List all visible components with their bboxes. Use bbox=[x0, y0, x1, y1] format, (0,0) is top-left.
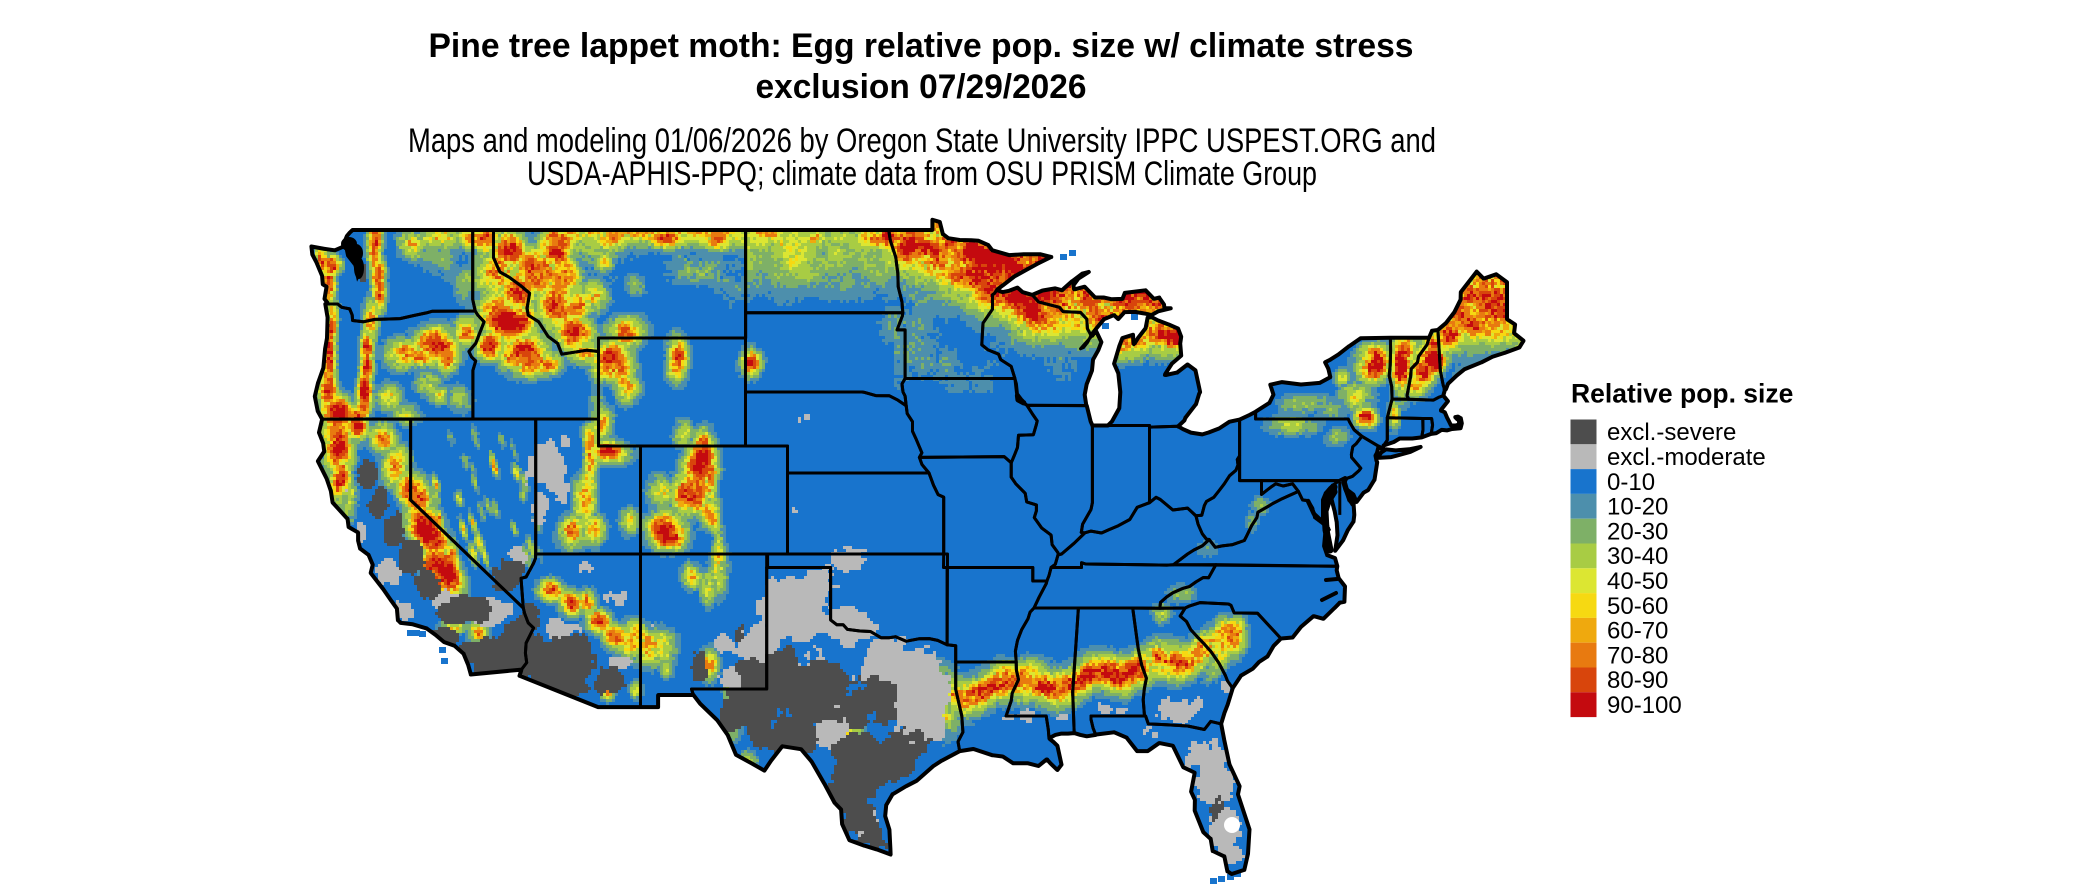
svg-text:60-70: 60-70 bbox=[1607, 618, 1668, 645]
svg-text:70-80: 70-80 bbox=[1607, 642, 1668, 669]
svg-text:Pine tree lappet moth: Egg rel: Pine tree lappet moth: Egg relative pop.… bbox=[429, 27, 1414, 65]
svg-text:exclusion 07/29/2026: exclusion 07/29/2026 bbox=[756, 68, 1087, 106]
svg-text:30-40: 30-40 bbox=[1607, 543, 1668, 570]
svg-text:Maps and modeling 01/06/2026 b: Maps and modeling 01/06/2026 by Oregon S… bbox=[408, 122, 1436, 160]
svg-text:20-30: 20-30 bbox=[1607, 518, 1668, 545]
svg-text:10-20: 10-20 bbox=[1607, 494, 1668, 521]
svg-text:excl.-severe: excl.-severe bbox=[1607, 419, 1736, 446]
svg-text:0-10: 0-10 bbox=[1607, 469, 1655, 496]
svg-text:50-60: 50-60 bbox=[1607, 593, 1668, 620]
svg-text:40-50: 40-50 bbox=[1607, 568, 1668, 595]
svg-text:80-90: 80-90 bbox=[1607, 667, 1668, 694]
svg-text:USDA-APHIS-PPQ; climate data f: USDA-APHIS-PPQ; climate data from OSU PR… bbox=[527, 155, 1317, 193]
svg-text:excl.-moderate: excl.-moderate bbox=[1607, 444, 1766, 471]
svg-text:90-100: 90-100 bbox=[1607, 692, 1682, 719]
svg-text:Relative pop. size: Relative pop. size bbox=[1571, 379, 1793, 409]
